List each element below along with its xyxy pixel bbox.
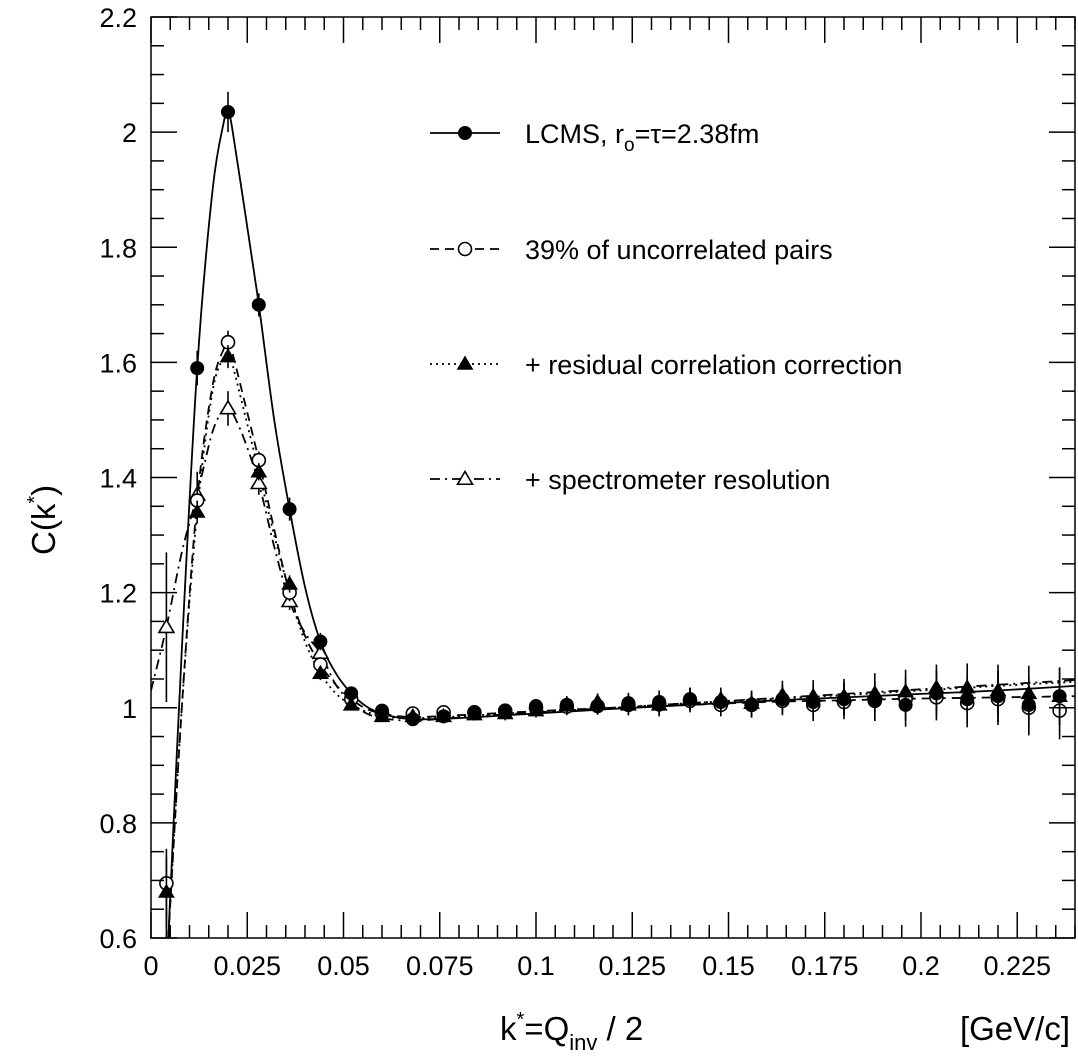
y-tick-label: 0.6 (99, 924, 137, 954)
axes: 0.6 0.8 1 1.2 1.4 1.6 1.8 2 2.2 0 0.025 0.05 0.075 0.… (24, 3, 1076, 1055)
data-point (157, 618, 176, 634)
legend: LCMS, ro=τ=2.38fm 39% of uncorrelated pai… (430, 119, 902, 495)
x-tick-label: 0.025 (213, 951, 281, 981)
x-tick-label: 0.15 (702, 951, 755, 981)
data-point (249, 474, 268, 490)
data-point (559, 697, 574, 712)
data-point (806, 694, 821, 709)
y-tick-label: 0.8 (99, 809, 137, 839)
data-point (1021, 697, 1036, 712)
x-tick-label: 0 (143, 951, 158, 981)
data-point (929, 686, 944, 701)
series-curve-3 (167, 351, 1075, 938)
x-tick-label: 0.175 (791, 951, 859, 981)
legend-label-4: + spectrometer resolution (525, 465, 830, 495)
data-point (405, 712, 420, 727)
data-point (219, 399, 237, 415)
data-point (467, 706, 482, 721)
data-point (590, 699, 605, 714)
data-point (190, 361, 205, 376)
x-axis-title: k*=Qinv / 2 (500, 1009, 643, 1055)
data-point (344, 686, 359, 701)
data-point (436, 709, 451, 724)
data-point (160, 960, 173, 973)
data-point (744, 697, 759, 712)
data-point (158, 883, 175, 898)
y-tick-label: 1.6 (99, 348, 137, 378)
data-point (219, 348, 237, 363)
x-tick-label: 0.1 (517, 951, 555, 981)
y-axis-title: C(k*) (24, 485, 62, 555)
x-tick-label: 0.225 (983, 951, 1051, 981)
data-point (281, 575, 298, 590)
y-tick-label: 1.4 (99, 464, 137, 494)
data-point (1052, 689, 1067, 704)
data-point (498, 704, 513, 719)
y-tick-label: 1 (122, 694, 137, 724)
y-tick-label: 2 (122, 118, 137, 148)
data-point (652, 694, 667, 709)
data-point (282, 502, 297, 517)
data-point (683, 692, 697, 707)
legend-marker-1 (458, 126, 472, 140)
x-tick-label: 0.125 (598, 951, 666, 981)
data-point (837, 692, 851, 707)
data-point (775, 692, 790, 707)
x-tick-label: 0.2 (902, 951, 940, 981)
legend-label-3: + residual correlation correction (525, 350, 902, 380)
legend-marker-4 (456, 469, 474, 486)
x-axis-unit: [GeV/c] (960, 1010, 1070, 1047)
y-tick-label: 1.2 (99, 579, 137, 609)
data-point (375, 703, 389, 718)
y-tick-label: 1.8 (99, 233, 137, 263)
data-point (960, 692, 975, 707)
y-tick-label: 2.2 (99, 3, 137, 33)
series-curve-4 (151, 404, 1075, 722)
data-point (713, 694, 728, 709)
data-point (221, 104, 235, 119)
data-point (188, 503, 206, 518)
x-tick-label: 0.05 (317, 951, 370, 981)
legend-label-1: LCMS, ro=τ=2.38fm (525, 119, 759, 156)
data-point (312, 664, 329, 679)
data-point (342, 696, 360, 711)
data-point (991, 689, 1005, 704)
data-points (157, 91, 1068, 973)
data-point (250, 463, 268, 478)
legend-marker-2 (457, 241, 473, 257)
data-point (251, 297, 266, 312)
data-point (313, 634, 328, 649)
data-point (898, 697, 913, 712)
legend-marker-3 (456, 355, 474, 370)
data-point (621, 696, 636, 711)
data-point (867, 693, 882, 708)
x-tick-label: 0.075 (406, 951, 474, 981)
data-point (529, 699, 543, 714)
legend-label-2: 39% of uncorrelated pairs (525, 235, 833, 265)
